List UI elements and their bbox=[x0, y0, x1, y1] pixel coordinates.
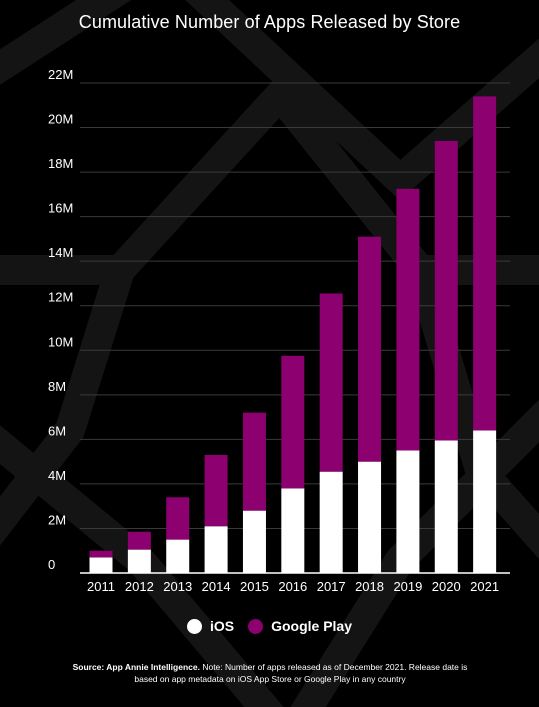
bar-ios bbox=[204, 526, 228, 573]
y-tick-label: 22M bbox=[48, 67, 73, 82]
x-tick-label: 2014 bbox=[202, 579, 231, 594]
legend-swatch-ios bbox=[186, 618, 202, 634]
x-tick-label: 2019 bbox=[393, 579, 422, 594]
bar-google-play bbox=[396, 188, 420, 451]
y-tick-label: 10M bbox=[48, 334, 73, 349]
y-tick-label: 0 bbox=[48, 557, 55, 572]
bar-google-play bbox=[242, 412, 266, 511]
bar-ios bbox=[127, 549, 151, 573]
legend-label-ios: iOS bbox=[209, 618, 235, 634]
y-tick-label: 20M bbox=[48, 112, 73, 127]
bar-ios bbox=[396, 450, 420, 573]
bar-ios bbox=[242, 510, 266, 573]
y-tick-label: 14M bbox=[48, 245, 73, 260]
source-text: Note: Number of apps released as of Dece… bbox=[134, 662, 468, 684]
legend-swatch-google-play bbox=[248, 618, 264, 634]
bar-google-play bbox=[319, 293, 343, 472]
y-tick-label: 18M bbox=[48, 156, 73, 171]
bar-google-play bbox=[166, 497, 190, 540]
source-label: Source: App Annie Intelligence. bbox=[72, 662, 200, 672]
y-tick-label: 12M bbox=[48, 290, 73, 305]
x-tick-label: 2011 bbox=[87, 579, 115, 594]
bar-google-play bbox=[127, 531, 151, 550]
x-tick-label: 2012 bbox=[125, 579, 154, 594]
bar-ios bbox=[281, 488, 305, 573]
x-tick-label: 2015 bbox=[240, 579, 269, 594]
legend-item-ios: iOS bbox=[186, 618, 235, 634]
x-tick-label: 2017 bbox=[317, 579, 346, 594]
bar-ios bbox=[319, 471, 343, 573]
x-tick-label: 2016 bbox=[278, 579, 307, 594]
y-tick-label: 8M bbox=[48, 379, 66, 394]
bars bbox=[89, 96, 497, 573]
bar-google-play bbox=[358, 236, 382, 462]
bar-ios bbox=[473, 430, 497, 573]
y-tick-label: 16M bbox=[48, 201, 73, 216]
bar-ios bbox=[434, 440, 458, 573]
y-tick-label: 2M bbox=[48, 512, 66, 527]
y-tick-label: 4M bbox=[48, 468, 66, 483]
x-tick-label: 2020 bbox=[432, 579, 461, 594]
legend: iOS Google Play bbox=[0, 618, 539, 634]
bar-google-play bbox=[89, 550, 113, 558]
bar-google-play bbox=[204, 454, 228, 527]
bar-google-play bbox=[434, 140, 458, 441]
x-tick-label: 2013 bbox=[163, 579, 192, 594]
y-tick-label: 6M bbox=[48, 423, 66, 438]
bar-ios bbox=[166, 539, 190, 573]
legend-item-google-play: Google Play bbox=[248, 618, 352, 634]
source-note: Source: App Annie Intelligence. Note: Nu… bbox=[70, 661, 470, 685]
legend-label-google-play: Google Play bbox=[271, 618, 353, 634]
chart-title: Cumulative Number of Apps Released by St… bbox=[78, 12, 461, 32]
bar-google-play bbox=[473, 96, 497, 431]
bar-ios bbox=[358, 461, 382, 573]
axes: 0 2M 4M 6M 8M 10M 12M 14M 16M 18M 20M 22M 2011 2012 20… bbox=[48, 67, 510, 594]
bar-google-play bbox=[281, 355, 305, 489]
x-tick-label: 2021 bbox=[470, 579, 499, 594]
bar-ios bbox=[89, 557, 113, 573]
x-tick-label: 2018 bbox=[355, 579, 384, 594]
